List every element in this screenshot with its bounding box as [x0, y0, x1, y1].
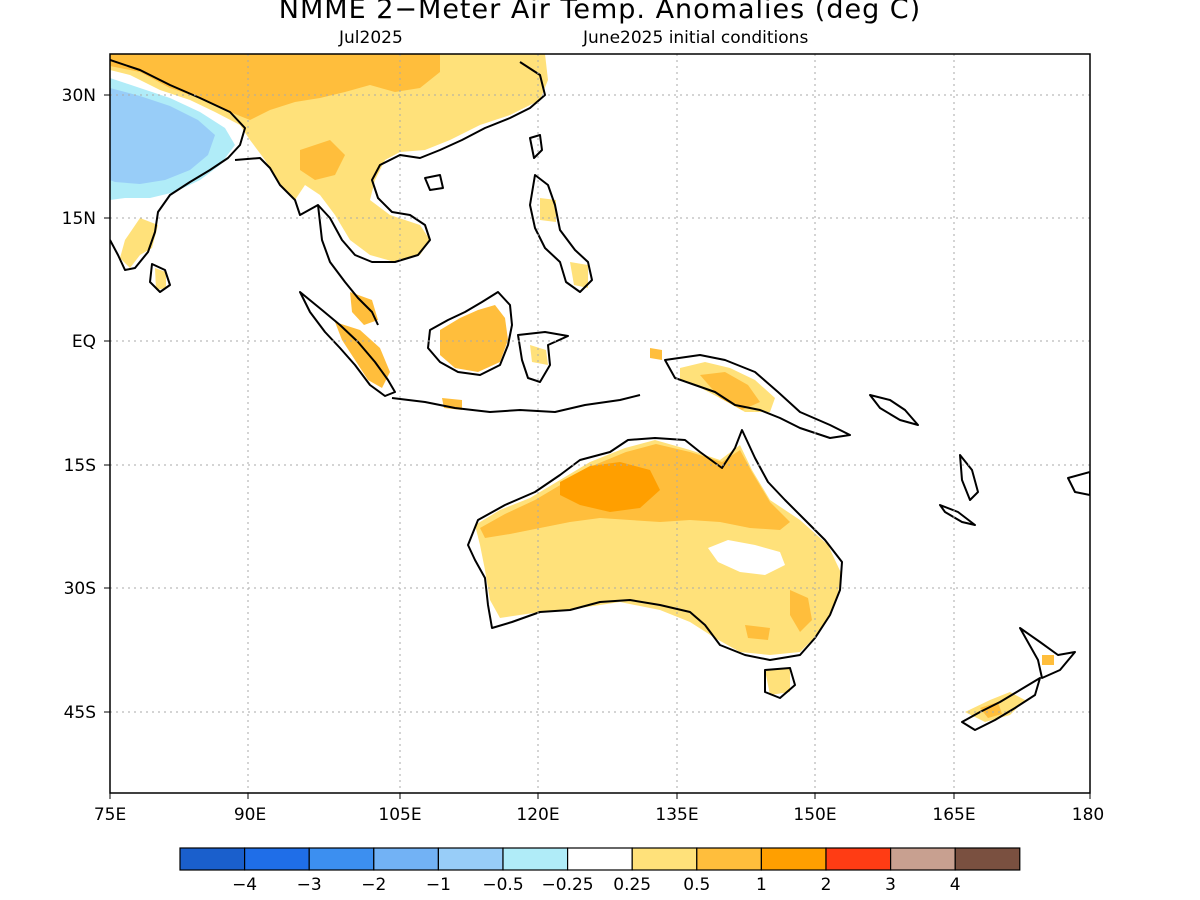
colorbar-label-7: 0.5: [683, 875, 710, 895]
colorbar-swatch-8: [696, 847, 762, 871]
coastline-asia: [110, 59, 246, 271]
colorbar-swatch-11: [889, 847, 956, 871]
colorbar-swatch-10: [825, 847, 892, 871]
lat-label-30s: 30S: [64, 579, 96, 599]
lat-labels: 30N 15N EQ 15S 30S 45S: [62, 86, 96, 723]
lon-label-150e: 150E: [793, 805, 836, 825]
lat-ticks: [104, 94, 110, 713]
lon-label-135e: 135E: [655, 805, 698, 825]
colorbar-label-8: 1: [756, 875, 767, 895]
anomaly-region-sumatra: [335, 322, 390, 388]
coastline-taiwan: [529, 134, 543, 159]
anomaly-fields: [110, 54, 1054, 722]
coastline-philippines: [529, 174, 593, 293]
colorbar-label-1: −3: [297, 875, 322, 895]
lat-label-30n: 30N: [62, 86, 96, 106]
anomaly-region-china: [300, 140, 345, 180]
coastline-sumatra: [299, 291, 396, 397]
colorbar-swatch-2: [308, 847, 375, 871]
colorbar-label-2: −2: [361, 875, 386, 895]
lat-label-45s: 45S: [64, 703, 96, 723]
colorbar-swatch-7: [631, 847, 698, 871]
coastline-sri-lanka: [149, 263, 171, 293]
anomaly-region-australia-east: [790, 590, 812, 632]
colorbar-swatch-3: [373, 847, 439, 871]
coastline-australia: [467, 429, 843, 661]
coastline-india-east: [234, 61, 546, 263]
colorbar-swatch-6: [566, 847, 633, 871]
anomaly-region-tasmania: [765, 668, 790, 695]
coastline-new-zealand-south: [961, 677, 1041, 731]
lon-label-75e: 75E: [94, 805, 126, 825]
coastline-tasmania: [764, 667, 796, 699]
colorbar: −4 −3 −2 −1 −0.5 −0.25 0.25 0.5 1 2 3 4: [179, 847, 1021, 895]
colorbar-label-5: −0.25: [542, 875, 594, 895]
lon-label-180: 180: [1072, 805, 1104, 825]
anomaly-region-india-coast: [120, 218, 158, 268]
anomaly-region-new-guinea-warm: [700, 372, 760, 410]
colorbar-swatch-1: [244, 847, 310, 871]
anomaly-region-kimberley: [560, 462, 660, 512]
colorbar-swatch-4: [437, 847, 504, 871]
colorbar-label-4: −0.5: [482, 875, 523, 895]
coastline-malaya: [317, 204, 379, 326]
lon-labels: 75E 90E 105E 120E 135E 150E 165E 180: [94, 805, 1104, 825]
anomaly-region-australia-neutral: [708, 540, 785, 575]
anomaly-region-molucca: [650, 348, 662, 360]
colorbar-swatch-12: [954, 847, 1021, 871]
lon-label-90e: 90E: [234, 805, 266, 825]
coastline-hainan: [424, 174, 444, 191]
graticule: [110, 54, 1090, 793]
anomaly-region-sri-lanka: [155, 268, 166, 290]
anomaly-region-philippines: [540, 198, 556, 222]
coastline-solomons: [869, 394, 919, 426]
anomaly-region-india-cooler: [110, 88, 215, 184]
colorbar-label-0: −4: [232, 875, 257, 895]
lon-label-105e: 105E: [378, 805, 421, 825]
coastline-java: [391, 394, 641, 413]
coastline-borneo: [427, 291, 513, 376]
colorbar-swatch-0: [179, 847, 246, 871]
lon-label-120e: 120E: [516, 805, 559, 825]
anomaly-region-sulawesi: [530, 345, 548, 365]
colorbar-label-9: 2: [821, 875, 832, 895]
coastline-fiji: [1067, 471, 1090, 496]
colorbar-label-6: 0.25: [613, 875, 651, 895]
anomaly-region-nz-warm: [980, 702, 1002, 718]
colorbar-swatch-9: [760, 847, 827, 871]
lat-label-15s: 15S: [64, 456, 96, 476]
lat-label-eq: EQ: [72, 332, 96, 352]
lon-ticks: [109, 793, 1091, 799]
forecast-month: Jul2025: [339, 28, 403, 48]
coastline-new-zealand-north: [1019, 627, 1076, 679]
coastline-new-caledonia: [939, 504, 976, 526]
coastline-vanuatu: [959, 454, 979, 501]
initial-conditions: June2025 initial conditions: [583, 28, 809, 48]
colorbar-label-11: 4: [950, 875, 961, 895]
anomaly-region-nz-north: [1042, 655, 1054, 665]
lon-label-165e: 165E: [932, 805, 975, 825]
anomaly-region-tibet: [110, 54, 440, 120]
colorbar-label-10: 3: [885, 875, 896, 895]
coastline-sulawesi: [517, 331, 569, 383]
colorbar-swatch-5: [502, 847, 569, 871]
anomaly-region-malaya: [350, 292, 378, 325]
map-title: NMME 2−Meter Air Temp. Anomalies (deg C): [278, 0, 922, 25]
anomaly-region-australia-south: [745, 625, 770, 640]
anomaly-region-borneo: [440, 305, 508, 372]
colorbar-label-3: −1: [426, 875, 451, 895]
anomaly-region-mindanao: [570, 262, 588, 288]
lat-label-15n: 15N: [62, 209, 96, 229]
coastline-new-guinea: [664, 354, 851, 439]
coastlines: [110, 59, 1090, 731]
map-frame: [109, 53, 1091, 794]
